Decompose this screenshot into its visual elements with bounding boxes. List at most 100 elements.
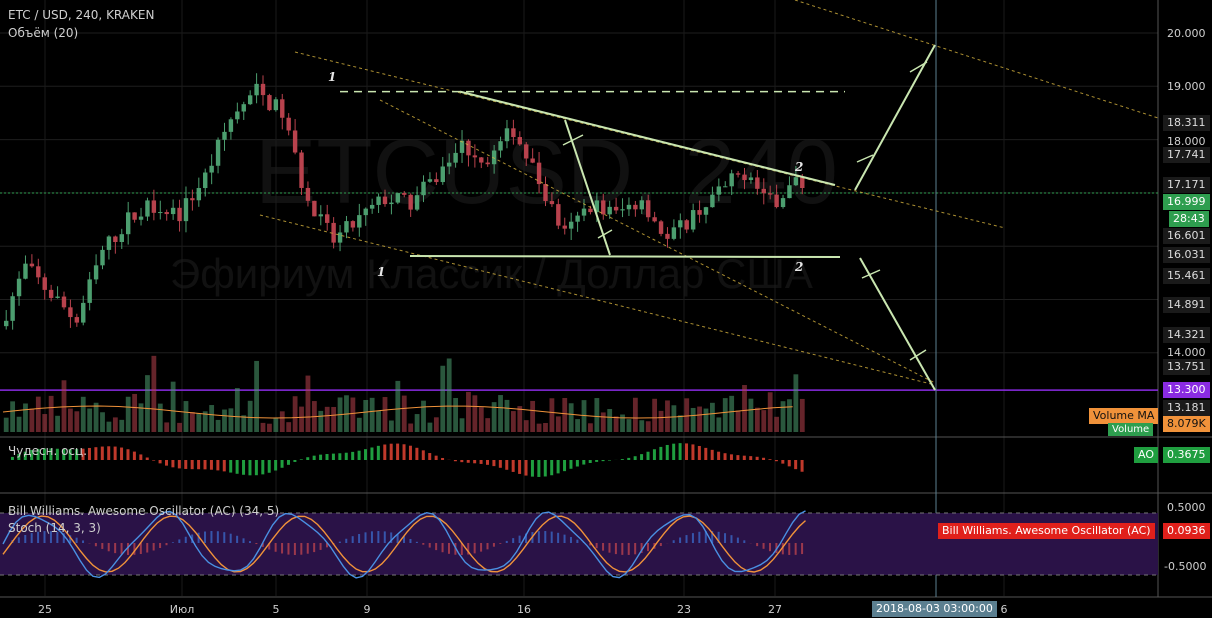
volume-bar (613, 416, 619, 432)
candle-body (639, 200, 644, 210)
ao-bar (479, 460, 483, 464)
ao-bar (165, 460, 168, 466)
ao-bar (588, 460, 592, 464)
ao-bar (640, 454, 644, 460)
cursor-time-tag: 2018-08-03 03:00:00 (872, 601, 997, 617)
ao-bar (652, 449, 656, 460)
time-axis-label: 27 (768, 603, 782, 616)
ao-bar (428, 453, 432, 460)
ac-bar (120, 543, 123, 555)
volume-bar (517, 406, 523, 432)
tick-mark (856, 154, 874, 163)
volume-bar (177, 422, 182, 432)
ac-bar (216, 531, 219, 543)
ac-bar (383, 531, 386, 543)
candle-body (318, 214, 323, 217)
ao-bar (794, 460, 798, 470)
candle-body (562, 225, 567, 229)
ac-bar (101, 543, 104, 549)
candle-body (652, 217, 657, 222)
stoch-k-line (2, 510, 806, 579)
stoch-panel-title[interactable]: Stoch (14, 3, 3) (8, 521, 101, 535)
candle-body (382, 196, 388, 205)
candle-body (774, 194, 779, 208)
ac-bar (743, 540, 746, 543)
ao-bar (274, 460, 278, 471)
candle-body (491, 150, 497, 165)
ao-bar (87, 447, 91, 460)
candle-body (350, 221, 356, 228)
projection-up (854, 44, 936, 191)
candle-body (280, 99, 285, 118)
volume-bar (690, 407, 696, 432)
ao-bar (556, 460, 560, 474)
ao-bar (582, 460, 586, 465)
volume-bar (652, 398, 658, 432)
candle-body (183, 198, 189, 222)
ao-bar (530, 460, 534, 477)
ao-bar (364, 449, 368, 460)
candle-body (164, 212, 169, 215)
candle-body (800, 177, 805, 189)
candle-body (581, 208, 587, 216)
ac-bar (197, 532, 200, 543)
ac-bar (717, 531, 720, 543)
ac-panel-title[interactable]: Bill Williams. Awesome Oscillator (AC) (… (8, 504, 280, 518)
candle-body (273, 99, 279, 111)
volume-bar (356, 417, 362, 432)
ao-bar (261, 460, 265, 475)
volume-bar (466, 391, 471, 432)
candle-body (74, 317, 80, 323)
ac-bar (589, 543, 592, 546)
candle-body (177, 207, 182, 222)
candle-body (524, 144, 529, 159)
volume-bar (433, 417, 439, 432)
ao-bar (408, 445, 412, 460)
candle-body (530, 158, 535, 163)
time-axis-label: 9 (363, 603, 371, 616)
ac-bar (557, 532, 560, 543)
candle-body (196, 188, 202, 201)
candle-body (190, 198, 195, 201)
volume-bar (523, 420, 529, 432)
volume-bar (42, 414, 48, 432)
candle-body (286, 117, 291, 131)
ac-bar (178, 539, 181, 543)
candle-body (106, 236, 112, 250)
ao-panel-title[interactable]: Чудесн. осц. (8, 444, 88, 458)
channel-line (294, 51, 1006, 229)
volume-bar (389, 420, 394, 432)
candle-body (543, 184, 548, 202)
ao-bar (774, 460, 778, 462)
ao-bar (620, 459, 624, 460)
ac-bar (794, 543, 797, 555)
ac-bar (647, 543, 649, 552)
volume-bar (626, 419, 632, 432)
ac-bar (364, 532, 367, 543)
ac-bar (704, 531, 707, 543)
ac-bar (351, 536, 354, 543)
volume-bar (376, 410, 381, 432)
volume-bar (267, 423, 272, 432)
candle-body (613, 206, 619, 211)
ao-bar (729, 454, 733, 460)
volume-bar (202, 411, 208, 432)
ac-bar (248, 541, 251, 543)
ac-bar (627, 543, 630, 555)
candle-body (145, 200, 150, 217)
channel-line (379, 99, 936, 384)
ac-bar (345, 538, 348, 543)
volume-bar (414, 414, 420, 432)
ao-bar (107, 446, 111, 460)
candle-body (151, 200, 157, 213)
volume-indicator-title[interactable]: Объём (20) (8, 26, 79, 40)
ac-bar (614, 543, 617, 555)
candle-body (440, 166, 445, 183)
ao-bar (209, 460, 213, 470)
ac-bar (659, 543, 662, 547)
ao-bar (633, 456, 637, 460)
candle-body (414, 195, 420, 210)
ao-bar (75, 449, 79, 460)
